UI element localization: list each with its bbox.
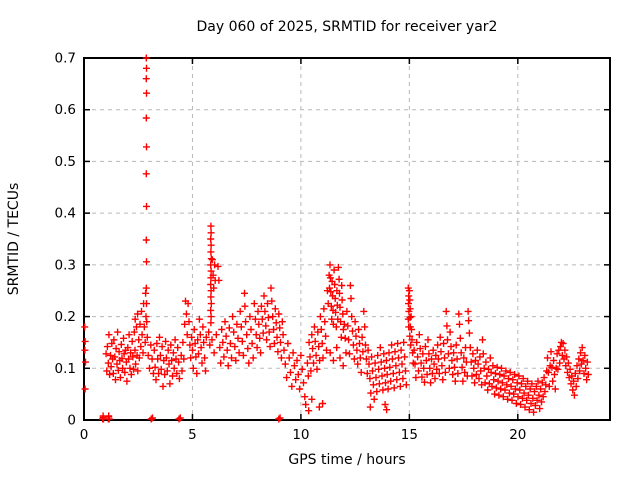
y-tick-label: 0.6: [55, 102, 76, 118]
x-tick-label: 0: [80, 427, 89, 443]
scatter-markers: [81, 54, 592, 423]
x-tick-label: 20: [509, 427, 526, 443]
y-tick-label: 0.2: [55, 309, 76, 325]
x-tick-label: 10: [292, 427, 309, 443]
y-tick-label: 0.4: [55, 206, 76, 222]
plot-border: [83, 57, 611, 421]
y-tick-label: 0.7: [55, 51, 76, 67]
data-point-markers: [81, 54, 592, 423]
axis-ticks: [83, 57, 610, 421]
y-axis-label: SRMTID / TECUs: [6, 183, 22, 296]
x-tick-label: 5: [188, 427, 197, 443]
y-tick-label: 0.3: [55, 257, 76, 273]
chart-title: Day 060 of 2025, SRMTID for receiver yar…: [197, 19, 498, 35]
y-tick-label: 0.1: [55, 361, 76, 377]
tick-labels: 0 5 10 15 20 0 0.1 0.2 0.3 0.4 0.5 0.6 0.7: [55, 51, 527, 444]
grid-lines: [83, 57, 610, 421]
y-tick-label: 0.5: [55, 154, 76, 170]
y-tick-label: 0: [67, 413, 76, 429]
x-tick-label: 15: [401, 427, 418, 443]
border-rect: [83, 57, 611, 421]
x-axis-label: GPS time / hours: [288, 452, 405, 468]
